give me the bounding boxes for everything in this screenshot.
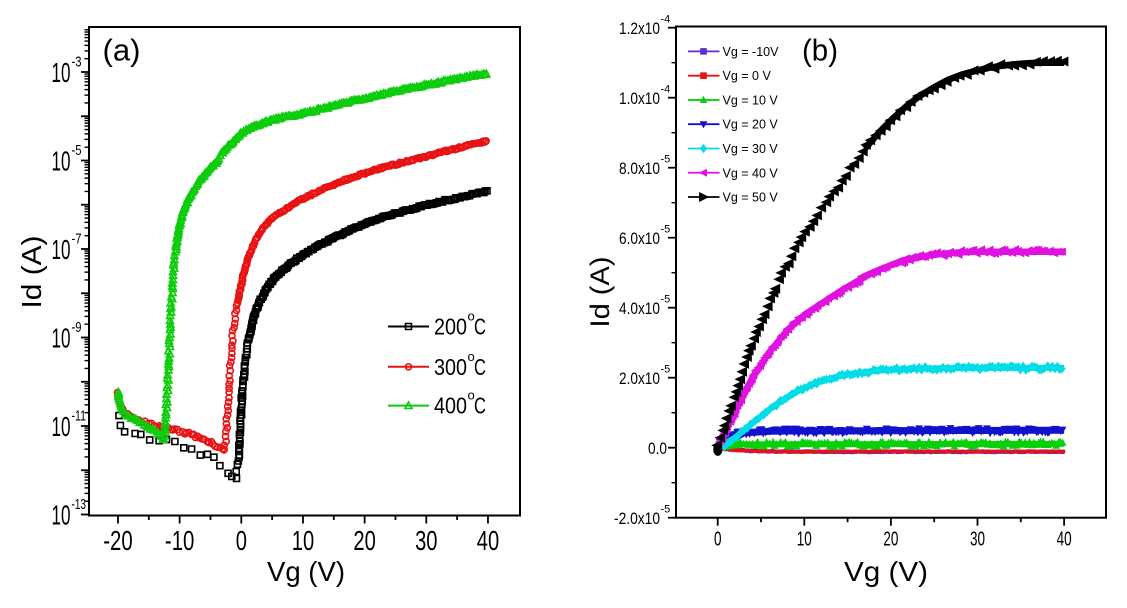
- svg-text:0.0: 0.0: [648, 439, 667, 458]
- svg-text:20: 20: [883, 529, 898, 551]
- svg-text:30: 30: [970, 529, 985, 551]
- svg-text:200: 200: [434, 314, 467, 340]
- svg-text:Vg = 10 V: Vg = 10 V: [723, 93, 779, 107]
- svg-text:-4: -4: [661, 14, 671, 26]
- svg-text:10: 10: [797, 529, 812, 551]
- svg-text:Vg = 50 V: Vg = 50 V: [723, 191, 779, 205]
- svg-text:10: 10: [52, 57, 71, 88]
- svg-text:Vg (V): Vg (V): [267, 556, 345, 587]
- svg-text:-9: -9: [72, 320, 82, 336]
- svg-text:Vg = 0 V: Vg = 0 V: [723, 69, 772, 83]
- svg-text:-11: -11: [72, 409, 87, 425]
- svg-text:(b): (b): [802, 33, 838, 68]
- svg-text:o: o: [468, 388, 475, 403]
- svg-text:10: 10: [52, 146, 71, 177]
- svg-text:-5: -5: [661, 294, 671, 306]
- svg-text:-5: -5: [661, 224, 671, 236]
- svg-text:2.0x10: 2.0x10: [619, 369, 660, 388]
- svg-text:-4: -4: [661, 84, 671, 96]
- svg-text:-20: -20: [103, 525, 132, 556]
- svg-text:-5: -5: [661, 364, 671, 376]
- svg-text:40: 40: [1057, 529, 1072, 551]
- svg-text:1.2x10: 1.2x10: [619, 19, 660, 38]
- svg-text:30: 30: [415, 525, 437, 556]
- svg-text:0: 0: [714, 529, 722, 551]
- svg-text:400: 400: [434, 393, 467, 419]
- svg-text:40: 40: [477, 525, 499, 556]
- svg-text:-5: -5: [661, 154, 671, 166]
- svg-text:-7: -7: [72, 232, 82, 248]
- svg-text:300: 300: [434, 354, 467, 380]
- svg-text:Id (A): Id (A): [16, 236, 47, 309]
- svg-text:o: o: [468, 309, 475, 324]
- svg-text:8.0x10: 8.0x10: [619, 159, 660, 178]
- svg-text:-10: -10: [165, 525, 194, 556]
- svg-text:C: C: [474, 354, 486, 380]
- svg-text:6.0x10: 6.0x10: [619, 229, 660, 248]
- svg-text:1.0x10: 1.0x10: [619, 89, 660, 108]
- svg-text:-5: -5: [661, 504, 671, 516]
- svg-text:0: 0: [236, 525, 247, 556]
- svg-text:Vg = 30 V: Vg = 30 V: [723, 142, 779, 156]
- svg-text:Vg = -10V: Vg = -10V: [723, 45, 780, 59]
- svg-text:C: C: [474, 393, 486, 419]
- svg-text:10: 10: [52, 234, 71, 265]
- svg-text:4.0x10: 4.0x10: [619, 299, 660, 318]
- svg-text:C: C: [474, 314, 486, 340]
- svg-text:10: 10: [52, 500, 71, 531]
- svg-text:o: o: [468, 349, 475, 364]
- svg-text:-2.0x10: -2.0x10: [614, 509, 660, 528]
- svg-text:10: 10: [52, 323, 71, 354]
- svg-text:Vg (V): Vg (V): [844, 556, 928, 587]
- svg-text:Vg = 20 V: Vg = 20 V: [723, 118, 779, 132]
- svg-text:Id (A): Id (A): [585, 257, 615, 328]
- svg-text:-13: -13: [72, 497, 87, 513]
- svg-text:10: 10: [52, 411, 71, 442]
- svg-text:(a): (a): [103, 33, 141, 68]
- svg-text:10: 10: [292, 525, 314, 556]
- svg-text:-5: -5: [72, 143, 82, 159]
- svg-text:-3: -3: [72, 55, 82, 71]
- svg-text:20: 20: [353, 525, 375, 556]
- svg-text:Vg = 40 V: Vg = 40 V: [723, 166, 779, 180]
